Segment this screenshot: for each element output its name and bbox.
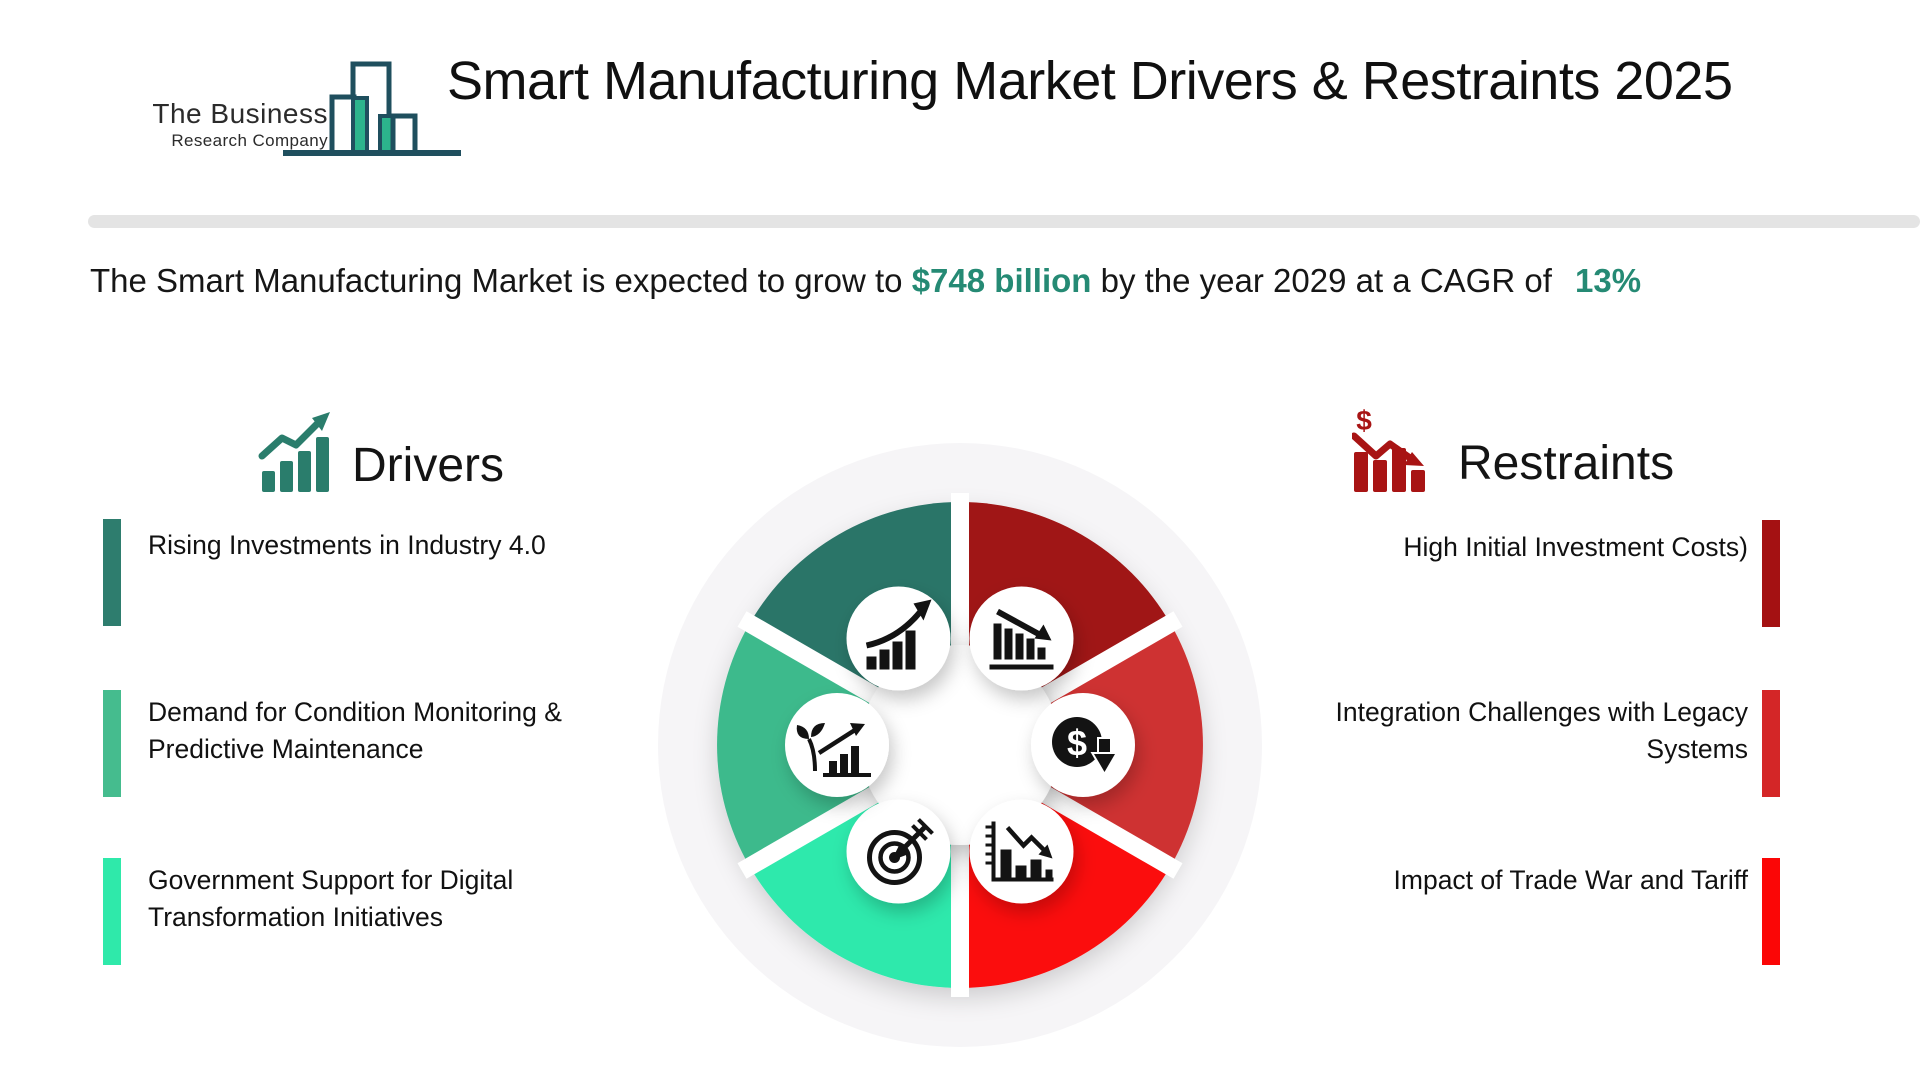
company-logo: The Business Research Company <box>120 98 328 150</box>
summary-prefix: The Smart Manufacturing Market is expect… <box>90 262 912 299</box>
logo-chart-icon <box>283 61 461 156</box>
driver-accent-bar <box>103 690 121 797</box>
driver-accent-bar <box>103 519 121 626</box>
summary-middle: by the year 2029 at a CAGR of <box>1091 262 1562 299</box>
plant-growth-icon <box>796 723 871 777</box>
dollar-decrease-icon: $ <box>1052 717 1119 776</box>
drivers-heading: Drivers <box>352 439 504 492</box>
driver-item-1: Rising Investments in Industry 4.0 <box>148 530 546 560</box>
declining-line-chart-icon <box>985 821 1054 882</box>
rising-bars-curve-icon <box>865 599 932 670</box>
svg-text:$: $ <box>1356 408 1372 436</box>
driver-item-2: Demand for Condition Monitoring & Predic… <box>148 697 562 764</box>
restraint-item-2: Integration Challenges with Legacy Syste… <box>1335 697 1748 764</box>
market-value: $748 billion <box>911 262 1092 299</box>
restraints-heading: Restraints <box>1458 437 1675 490</box>
market-summary: The Smart Manufacturing Market is expect… <box>90 262 1641 300</box>
logo-text-secondary: Research Company <box>171 131 328 150</box>
declining-bars-icon <box>989 608 1054 670</box>
restraint-accent-bar <box>1762 690 1780 797</box>
header-divider <box>88 215 1920 228</box>
page-title: Smart Manufacturing Market Drivers & Res… <box>447 51 1733 111</box>
drivers-growth-icon <box>258 412 330 492</box>
wheel-hub <box>860 645 1060 845</box>
wheel-badge <box>969 799 1074 904</box>
logo-text-primary: The Business <box>152 98 328 129</box>
drivers-restraints-wheel: $ <box>658 443 1262 1047</box>
restraint-item-1: High Initial Investment Costs) <box>1403 532 1748 562</box>
driver-accent-bar <box>103 858 121 965</box>
driver-item-3: Government Support for Digital Transform… <box>148 865 514 932</box>
restraints-decline-icon: $ <box>1352 408 1425 492</box>
target-dart-icon <box>867 818 934 885</box>
wheel-badge <box>846 586 951 691</box>
wheel-badge <box>785 693 889 797</box>
restraint-accent-bar <box>1762 520 1780 627</box>
dollar-glyph: $ <box>1067 723 1087 764</box>
restraint-item-3: Impact of Trade War and Tariff <box>1393 865 1748 895</box>
restraint-accent-bar <box>1762 858 1780 965</box>
cagr-value: 13% <box>1575 262 1642 299</box>
